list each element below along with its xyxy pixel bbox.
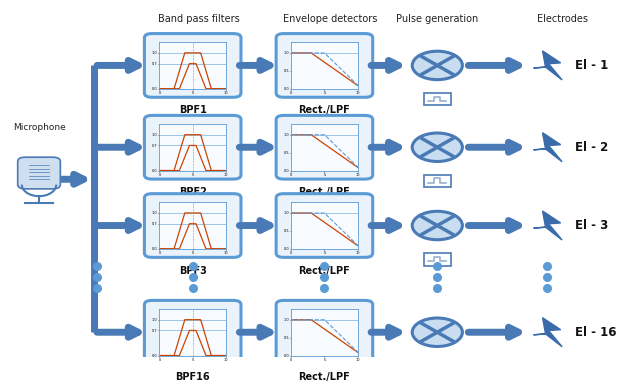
FancyBboxPatch shape — [276, 300, 373, 364]
Text: Rect./LPF: Rect./LPF — [299, 187, 350, 197]
Text: El - 1: El - 1 — [575, 59, 609, 72]
Polygon shape — [534, 133, 562, 162]
FancyBboxPatch shape — [144, 300, 241, 364]
FancyBboxPatch shape — [144, 34, 241, 97]
FancyBboxPatch shape — [423, 360, 451, 372]
Text: El - 16: El - 16 — [575, 326, 617, 339]
Polygon shape — [534, 211, 562, 240]
Circle shape — [412, 318, 462, 346]
FancyBboxPatch shape — [276, 194, 373, 257]
Text: Band pass filters: Band pass filters — [158, 14, 240, 24]
Text: BPF3: BPF3 — [179, 266, 207, 275]
Text: BPF2: BPF2 — [179, 187, 207, 197]
Text: Electrodes: Electrodes — [537, 14, 588, 24]
Circle shape — [412, 133, 462, 162]
Polygon shape — [534, 51, 562, 80]
Circle shape — [412, 51, 462, 80]
Text: El - 2: El - 2 — [575, 141, 609, 154]
Polygon shape — [534, 318, 562, 347]
Text: BPF1: BPF1 — [179, 106, 207, 115]
FancyBboxPatch shape — [144, 115, 241, 179]
FancyBboxPatch shape — [276, 115, 373, 179]
FancyBboxPatch shape — [423, 93, 451, 106]
Text: Rect./LPF: Rect./LPF — [299, 266, 350, 275]
FancyBboxPatch shape — [144, 194, 241, 257]
Text: Rect./LPF: Rect./LPF — [299, 106, 350, 115]
Circle shape — [412, 211, 462, 240]
Text: Rect./LPF: Rect./LPF — [299, 372, 350, 381]
Text: Pulse generation: Pulse generation — [396, 14, 478, 24]
Text: Envelope detectors: Envelope detectors — [284, 14, 378, 24]
FancyBboxPatch shape — [276, 34, 373, 97]
Text: El - 3: El - 3 — [575, 219, 609, 232]
FancyBboxPatch shape — [423, 175, 451, 187]
FancyBboxPatch shape — [423, 253, 451, 266]
FancyBboxPatch shape — [18, 157, 60, 189]
Text: Microphone: Microphone — [13, 123, 66, 132]
Text: BPF16: BPF16 — [175, 372, 210, 381]
